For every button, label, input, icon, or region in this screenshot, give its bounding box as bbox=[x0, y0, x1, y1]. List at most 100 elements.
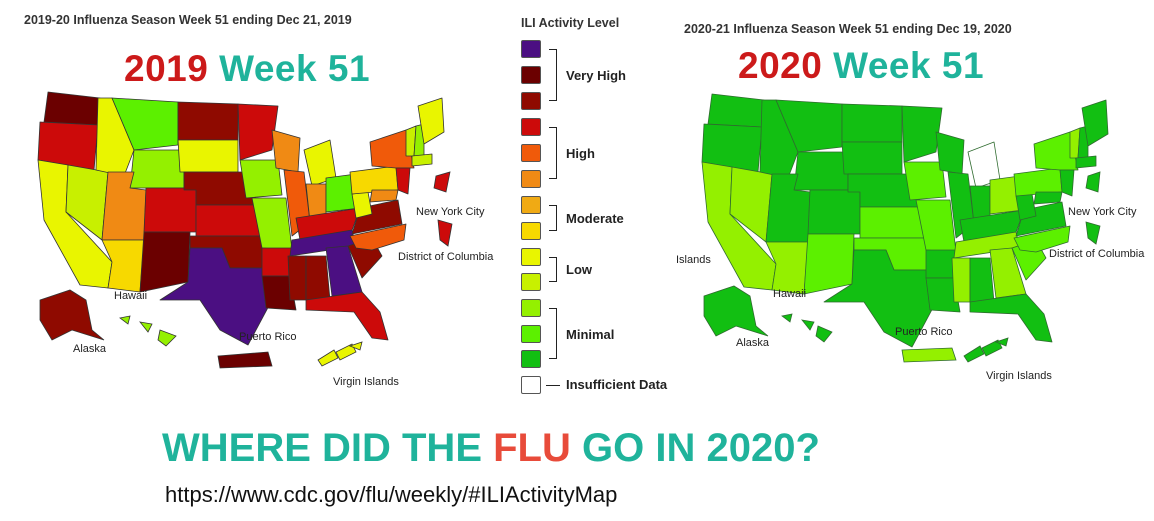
state-ma bbox=[411, 153, 433, 167]
right-map-caption: 2020-21 Influenza Season Week 51 ending … bbox=[684, 22, 1012, 36]
alaska-shape bbox=[39, 289, 105, 341]
state-id bbox=[95, 97, 135, 177]
legend-swatch-very-high-3 bbox=[521, 92, 541, 110]
legend-label-low: Low bbox=[566, 262, 592, 277]
state-wi bbox=[935, 131, 965, 175]
left-map-heading: 2019 Week 51 bbox=[124, 48, 370, 90]
nyc-marker bbox=[433, 171, 451, 193]
state-mn bbox=[901, 105, 943, 163]
legend-label-very-high: Very High bbox=[566, 68, 626, 83]
state-wy bbox=[793, 151, 849, 191]
state-me bbox=[417, 97, 445, 145]
state-ms bbox=[951, 257, 971, 303]
legend-bracket-high bbox=[549, 127, 557, 179]
legend-label-insufficient: Insufficient Data bbox=[566, 377, 668, 392]
right-year: 2020 bbox=[738, 45, 823, 86]
legend-swatch-low-1 bbox=[521, 248, 541, 266]
right-label-dc: District of Columbia bbox=[1049, 248, 1145, 260]
nyc-marker bbox=[1085, 171, 1101, 193]
state-ma bbox=[1075, 155, 1097, 169]
headline-flu: FLU bbox=[493, 426, 571, 470]
state-fl bbox=[969, 293, 1053, 343]
state-nj bbox=[395, 167, 411, 195]
state-sd bbox=[841, 141, 903, 175]
state-nc bbox=[349, 223, 407, 251]
puerto-rico-shape bbox=[217, 351, 273, 369]
state-wv bbox=[351, 191, 373, 219]
state-ks bbox=[859, 206, 927, 239]
legend-swatch-minimal-2 bbox=[521, 325, 541, 343]
state-nj bbox=[1059, 169, 1075, 197]
dc-marker bbox=[1085, 221, 1101, 245]
state-wy bbox=[129, 149, 185, 189]
left-label-alaska: Alaska bbox=[73, 343, 107, 355]
puerto-rico-shape bbox=[901, 347, 957, 363]
legend-label-minimal: Minimal bbox=[566, 327, 615, 342]
legend-bracket-moderate bbox=[549, 205, 557, 231]
state-co bbox=[143, 187, 197, 233]
state-az bbox=[101, 239, 145, 293]
state-id bbox=[759, 99, 799, 179]
state-tx bbox=[823, 249, 937, 348]
right-week: Week 51 bbox=[833, 45, 985, 86]
state-fl bbox=[305, 291, 389, 341]
state-al bbox=[969, 257, 995, 303]
state-ms bbox=[287, 255, 307, 301]
state-nm bbox=[139, 231, 191, 293]
state-sd bbox=[177, 139, 239, 173]
left-label-hawaii: Hawaii bbox=[114, 290, 148, 302]
state-nm bbox=[803, 233, 855, 295]
right-label-puerto-rico: Puerto Rico bbox=[895, 326, 953, 338]
right-us-ili-map bbox=[701, 93, 1109, 363]
legend-swatch-moderate-1 bbox=[521, 196, 541, 214]
state-md bbox=[369, 189, 399, 203]
state-al bbox=[305, 255, 331, 301]
state-ar bbox=[925, 249, 957, 279]
right-map-heading: 2020 Week 51 bbox=[738, 45, 984, 87]
left-label-nyc: New York City bbox=[416, 206, 485, 218]
state-nc bbox=[1013, 225, 1071, 253]
legend-swatch-high-2 bbox=[521, 144, 541, 162]
legend-swatch-moderate-2 bbox=[521, 222, 541, 240]
right-label-alaska: Alaska bbox=[736, 337, 770, 349]
state-co bbox=[807, 189, 861, 235]
hawaii-shape bbox=[781, 313, 833, 343]
state-nd bbox=[177, 101, 239, 141]
legend-bracket-low bbox=[549, 257, 557, 282]
left-label-puerto-rico: Puerto Rico bbox=[239, 331, 297, 343]
state-mn bbox=[237, 103, 279, 161]
source-url: https://www.cdc.gov/flu/weekly/#ILIActiv… bbox=[165, 482, 618, 507]
left-map-caption: 2019-20 Influenza Season Week 51 ending … bbox=[24, 13, 352, 27]
left-label-dc: District of Columbia bbox=[398, 251, 494, 263]
headline-part1: WHERE DID THE bbox=[162, 426, 494, 470]
headline: WHERE DID THE FLU GO IN 2020? bbox=[162, 426, 820, 471]
legend-swatch-high-3 bbox=[521, 170, 541, 188]
state-ks bbox=[195, 204, 263, 237]
legend-swatch-low-2 bbox=[521, 273, 541, 291]
legend-swatch-very-high-2 bbox=[521, 66, 541, 84]
state-wv bbox=[1015, 193, 1037, 221]
state-ia bbox=[903, 161, 947, 201]
right-label-islands: Islands bbox=[676, 254, 711, 266]
state-la bbox=[261, 275, 297, 311]
state-az bbox=[765, 241, 809, 295]
right-label-virgin-islands: Virgin Islands bbox=[986, 370, 1052, 382]
state-wa bbox=[43, 91, 101, 126]
state-la bbox=[925, 277, 961, 313]
legend-bracket-minimal bbox=[549, 308, 557, 359]
hawaii-shape bbox=[119, 315, 177, 347]
legend-swatch-very-high-1 bbox=[521, 40, 541, 58]
left-year: 2019 bbox=[124, 48, 209, 89]
state-tx bbox=[159, 247, 273, 346]
alaska-shape bbox=[703, 285, 769, 337]
state-wa bbox=[707, 93, 765, 128]
legend-title: ILI Activity Level bbox=[521, 16, 620, 30]
legend-bracket-very-high bbox=[549, 49, 557, 101]
legend-label-high: High bbox=[566, 146, 595, 161]
legend-swatch-insufficient bbox=[521, 376, 541, 394]
state-nd bbox=[841, 103, 903, 143]
state-md bbox=[1033, 191, 1063, 205]
state-me bbox=[1081, 99, 1109, 147]
legend-label-moderate: Moderate bbox=[566, 211, 624, 226]
legend-swatch-minimal-3 bbox=[521, 350, 541, 368]
